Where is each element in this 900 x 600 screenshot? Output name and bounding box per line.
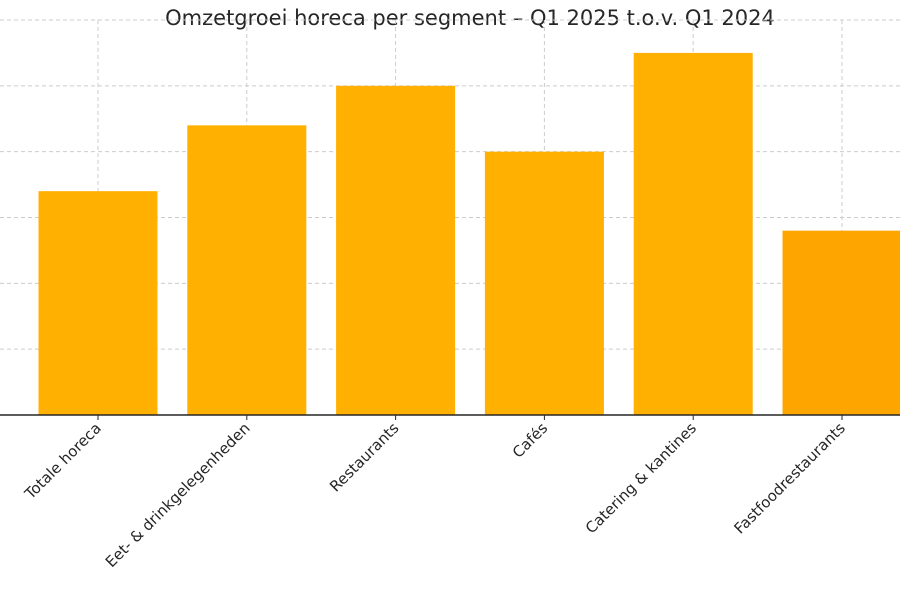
x-tick-label: Cafés	[509, 419, 552, 462]
bars	[38, 52, 900, 416]
x-tick-label: Eet- & drinkgelegenheden	[102, 419, 254, 571]
x-tick-label: Catering & kantines	[582, 419, 700, 537]
x-tick-label: Restaurants	[326, 419, 402, 495]
bar-1	[38, 191, 158, 415]
chart-title: Omzetgroei horeca per segment – Q1 2025 …	[165, 6, 775, 30]
x-tick-label: Fastfoodrestaurants	[731, 419, 849, 537]
bar-2	[187, 125, 307, 415]
x-tick-label: Totale horeca	[21, 419, 105, 503]
bar-3	[336, 85, 456, 415]
bar-6	[782, 230, 900, 415]
bar-4	[484, 151, 604, 415]
bar-5	[633, 52, 753, 416]
